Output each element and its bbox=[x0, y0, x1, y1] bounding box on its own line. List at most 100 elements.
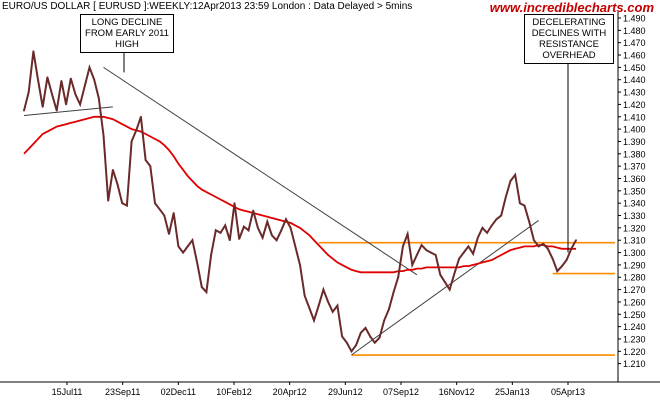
y-tick-label: 1.280 bbox=[623, 273, 646, 283]
price-point bbox=[177, 245, 180, 248]
moving-average-series bbox=[23, 115, 576, 274]
y-tick-label: 1.430 bbox=[623, 88, 646, 98]
trendline-1 bbox=[23, 106, 113, 117]
price-point bbox=[570, 247, 573, 250]
x-tick-label: 23Sep11 bbox=[105, 387, 140, 397]
y-tick-label: 1.400 bbox=[623, 125, 646, 135]
price-point bbox=[397, 276, 400, 279]
price-point bbox=[486, 231, 489, 234]
price-point bbox=[289, 226, 292, 229]
y-tick-label: 1.370 bbox=[623, 162, 646, 172]
price-point bbox=[542, 243, 545, 245]
y-tick-label: 1.310 bbox=[623, 236, 646, 246]
y-tick-label: 1.420 bbox=[623, 100, 646, 110]
price-point bbox=[23, 109, 25, 112]
price-point bbox=[126, 204, 128, 207]
price-point bbox=[252, 209, 255, 212]
price-point bbox=[565, 259, 568, 261]
x-tick-label: 15Jul11 bbox=[52, 387, 83, 397]
x-tick-label: 05Apr13 bbox=[551, 387, 585, 397]
y-tick-label: 1.460 bbox=[623, 51, 646, 61]
price-point bbox=[79, 103, 82, 106]
price-point bbox=[65, 103, 68, 106]
price-point bbox=[271, 234, 273, 237]
price-point bbox=[551, 257, 554, 260]
y-tick-label: 1.450 bbox=[623, 63, 646, 73]
y-tick-label: 1.320 bbox=[623, 223, 646, 233]
price-point bbox=[369, 335, 372, 338]
x-tick-label: 02Dec11 bbox=[161, 387, 196, 397]
trendline-3 bbox=[351, 220, 539, 356]
price-point bbox=[247, 229, 250, 232]
price-point bbox=[420, 244, 423, 247]
price-point bbox=[93, 78, 96, 81]
price-point bbox=[102, 134, 105, 137]
price-point bbox=[186, 245, 189, 248]
price-point bbox=[191, 239, 194, 242]
trendlines bbox=[23, 66, 539, 356]
price-point bbox=[69, 77, 72, 80]
brand-logo-text[interactable]: www.incrediblecharts.com bbox=[489, 0, 654, 15]
x-tick-label: 07Sep12 bbox=[383, 387, 419, 397]
trendline-2 bbox=[103, 66, 418, 276]
price-point bbox=[107, 199, 110, 202]
price-point bbox=[256, 226, 259, 229]
x-tick-label: 29Jun12 bbox=[328, 387, 363, 397]
price-point bbox=[500, 214, 503, 217]
price-point bbox=[392, 291, 395, 293]
price-point bbox=[416, 254, 418, 256]
callout-left-line-2: FROM EARLY 2011 bbox=[85, 28, 169, 39]
price-line bbox=[23, 51, 577, 354]
y-tick-label: 1.390 bbox=[623, 137, 646, 147]
price-point bbox=[163, 214, 166, 217]
x-tick-label: 20Apr12 bbox=[273, 387, 307, 397]
price-point bbox=[345, 341, 348, 344]
price-point bbox=[210, 254, 213, 256]
y-tick-label: 1.260 bbox=[623, 297, 646, 307]
price-point bbox=[140, 115, 142, 118]
price-point bbox=[532, 239, 535, 242]
price-point bbox=[41, 105, 44, 108]
price-point bbox=[402, 245, 404, 248]
price-point bbox=[430, 251, 432, 254]
price-point bbox=[556, 270, 559, 272]
y-tick-label: 1.270 bbox=[623, 285, 646, 295]
callout-connectors bbox=[123, 50, 569, 253]
price-point bbox=[116, 183, 119, 186]
price-point bbox=[60, 80, 63, 82]
price-point bbox=[547, 247, 549, 250]
y-tick-label: 1.480 bbox=[623, 26, 646, 36]
moving-average-line bbox=[23, 115, 576, 274]
price-point bbox=[378, 336, 381, 339]
y-tick-label: 1.240 bbox=[623, 322, 646, 332]
x-tick-label: 16Nov12 bbox=[439, 387, 475, 397]
price-point bbox=[182, 251, 184, 254]
price-point bbox=[121, 202, 124, 205]
price-point bbox=[509, 180, 512, 182]
price-point bbox=[200, 286, 203, 289]
y-tick-label: 1.220 bbox=[623, 347, 646, 357]
price-point bbox=[233, 202, 236, 205]
price-point bbox=[467, 245, 470, 248]
chart-title: EURO/US DOLLAR [ EURUSD ]:WEEKLY:12Apr20… bbox=[2, 1, 413, 12]
price-point bbox=[149, 165, 152, 168]
y-tick-label: 1.300 bbox=[623, 248, 646, 258]
price-point bbox=[434, 254, 437, 256]
price-point bbox=[350, 350, 353, 353]
y-tick-label: 1.350 bbox=[623, 186, 646, 196]
price-point bbox=[453, 272, 456, 275]
y-tick-label: 1.330 bbox=[623, 211, 646, 221]
price-point bbox=[317, 304, 320, 307]
callout-long-decline: LONG DECLINE FROM EARLY 2011 HIGH bbox=[80, 14, 174, 53]
price-point bbox=[285, 218, 287, 221]
price-point bbox=[196, 261, 198, 264]
price-point bbox=[495, 218, 498, 221]
price-point bbox=[523, 204, 526, 207]
price-point bbox=[481, 226, 484, 229]
price-point bbox=[476, 236, 479, 239]
price-point bbox=[111, 168, 114, 171]
price-point bbox=[158, 208, 161, 211]
support-resistance-levels bbox=[318, 241, 615, 356]
callout-left-line-3: HIGH bbox=[115, 39, 139, 50]
price-point bbox=[275, 239, 278, 242]
